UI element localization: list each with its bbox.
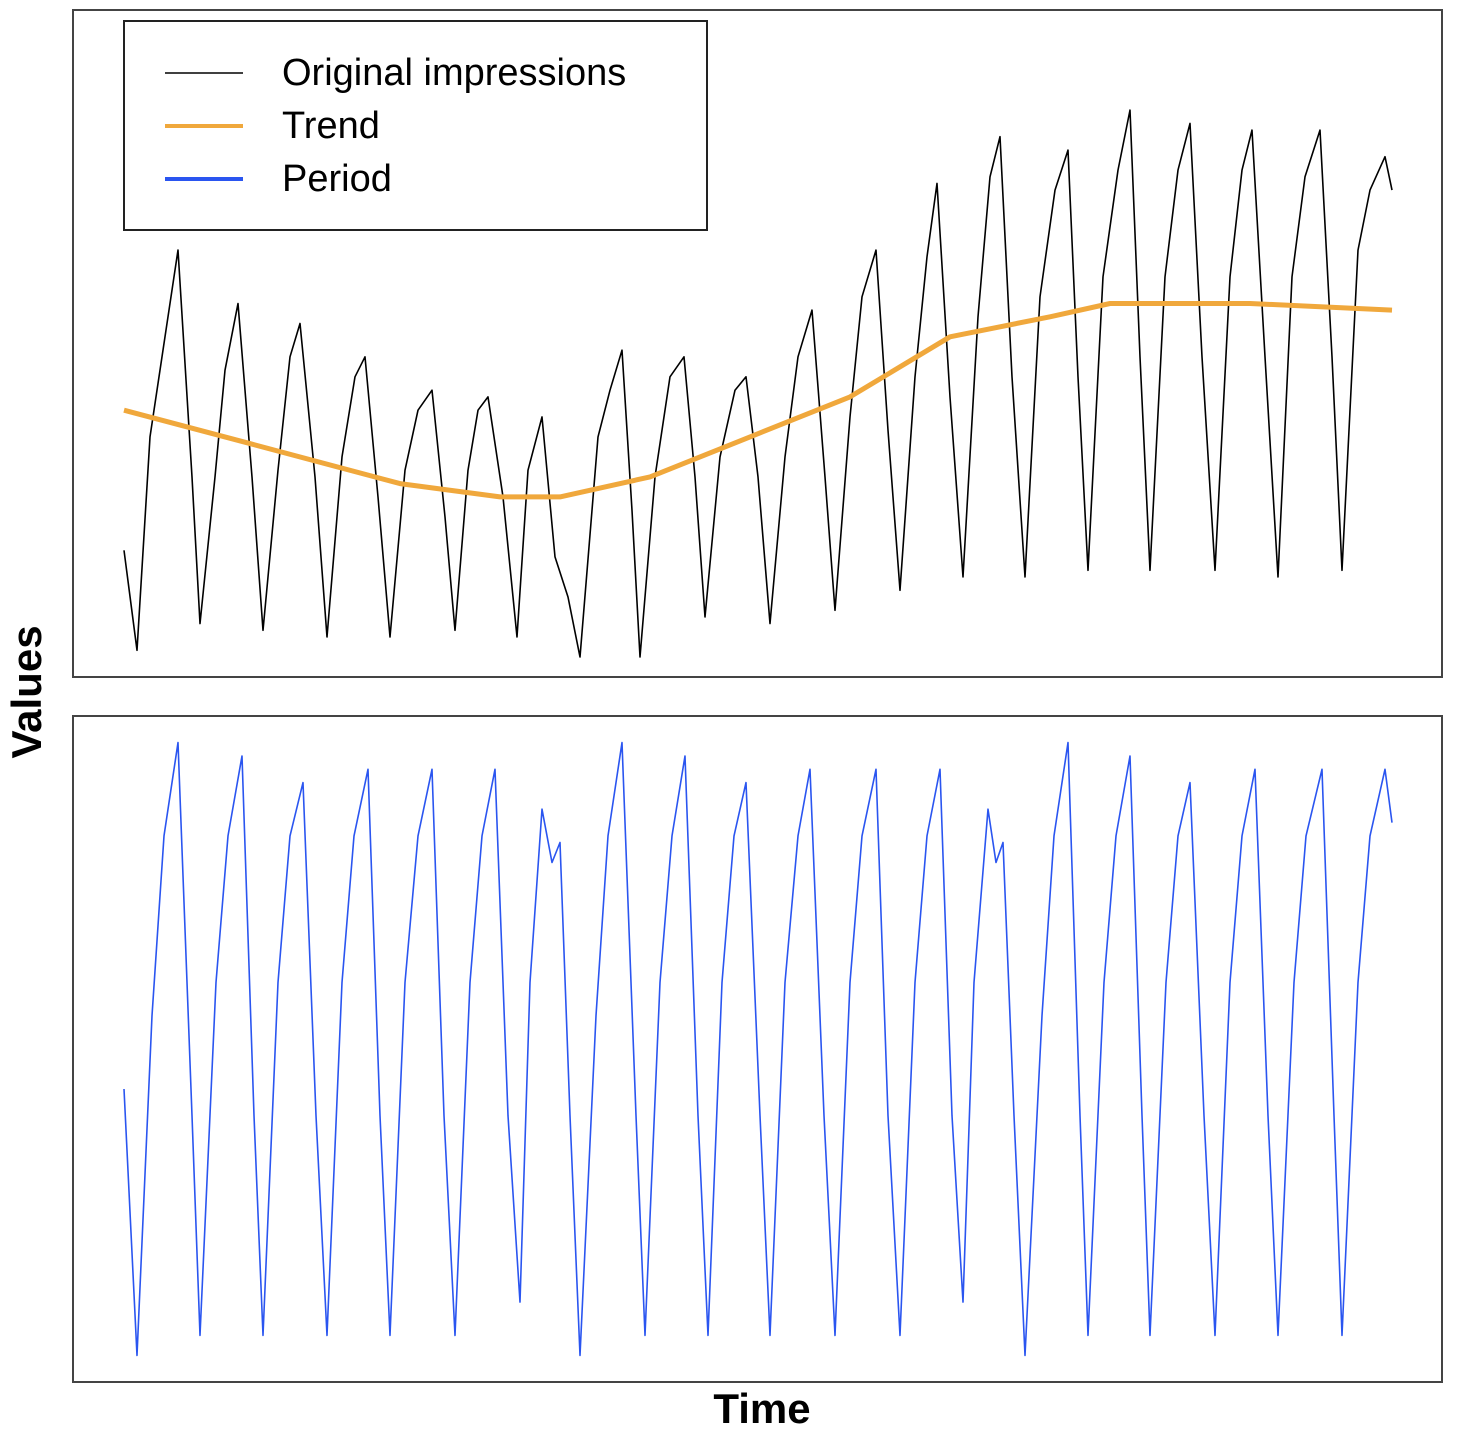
legend-label: Trend [282,105,380,147]
series-line [123,109,1393,658]
series-line [123,741,1393,1357]
legend-label: Period [282,158,392,200]
plot-frame [72,9,1443,678]
series-line [123,301,1393,500]
legend-label: Original impressions [282,52,626,94]
y-axis-label: Values [3,625,50,758]
plot-frame [72,715,1443,1383]
x-axis-label: Time [713,1385,810,1432]
